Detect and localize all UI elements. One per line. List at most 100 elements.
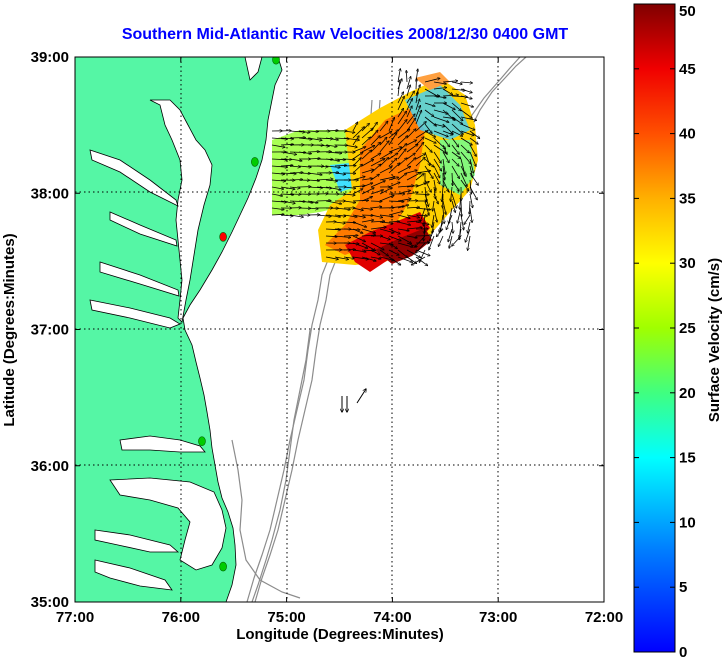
- colorbar-tick-label: 40: [679, 126, 696, 143]
- velocity-arrow: [397, 242, 413, 247]
- velocity-arrow: [415, 106, 420, 118]
- velocity-arrow: [469, 172, 478, 185]
- velocity-arrow: [397, 256, 412, 262]
- velocity-arrow: [451, 186, 452, 201]
- velocity-arrow: [460, 193, 461, 209]
- colorbar-tick-label: 45: [679, 61, 696, 78]
- velocity-arrow: [433, 123, 445, 127]
- velocity-arrow: [433, 81, 446, 84]
- velocity-arrow: [280, 200, 295, 203]
- velocity-arrow: [352, 136, 359, 146]
- velocity-arrow: [388, 182, 400, 188]
- velocity-arrow: [468, 221, 471, 233]
- velocity-arrow: [370, 242, 384, 250]
- velocity-arrow: [334, 256, 348, 259]
- velocity-arrow: [464, 214, 471, 224]
- velocity-arrow: [352, 207, 363, 210]
- velocity-arrow: [343, 131, 355, 133]
- velocity-arrow: [448, 228, 453, 242]
- velocity-arrow: [460, 172, 467, 186]
- colorbar-tick-label: 30: [679, 255, 696, 272]
- velocity-arrow: [420, 207, 426, 221]
- velocity-arrow: [388, 201, 404, 202]
- velocity-arrow: [415, 256, 428, 266]
- velocity-arrow: [352, 186, 365, 187]
- grid-lines: [75, 57, 604, 602]
- delaware-bay: [244, 57, 263, 81]
- velocity-arrow: [451, 116, 463, 124]
- velocity-arrow: [388, 133, 397, 146]
- velocity-arrow: [424, 200, 429, 215]
- velocity-arrow: [406, 140, 416, 146]
- velocity-arrow: [334, 215, 346, 216]
- velocity-arrow: [370, 256, 381, 259]
- radar-station: [272, 57, 280, 65]
- velocity-arrow: [325, 180, 337, 181]
- velocity-arrow: [406, 158, 416, 167]
- velocity-arrow: [271, 173, 285, 174]
- velocity-arrow: [352, 242, 368, 248]
- x-tick-label: 77:00: [56, 609, 94, 626]
- velocity-arrow: [361, 188, 374, 195]
- velocity-arrow: [316, 166, 328, 167]
- velocity-arrow: [271, 207, 284, 210]
- velocity-arrow: [388, 235, 401, 241]
- velocity-arrow: [457, 207, 462, 223]
- velocity-arrow: [451, 109, 463, 121]
- colorbar-tick-label: 20: [679, 385, 696, 402]
- velocity-arrow: [469, 158, 474, 173]
- velocity-arrow: [469, 144, 476, 156]
- velocity-arrow: [433, 144, 446, 153]
- velocity-arrow: [361, 256, 376, 261]
- radar-station: [198, 436, 206, 447]
- velocity-region-east-green: [440, 140, 475, 195]
- velocity-arrow: [307, 131, 318, 132]
- velocity-arrow: [370, 214, 383, 218]
- velocity-arrow: [397, 80, 400, 97]
- velocity-arrow: [379, 152, 392, 160]
- velocity-arrow: [298, 130, 310, 133]
- velocity-arrow: [460, 116, 477, 120]
- velocity-arrow: [352, 158, 361, 167]
- velocity-arrow: [352, 189, 363, 195]
- colorbar-label: Surface Velocity (cm/s): [706, 258, 723, 422]
- albemarle-sound: [119, 435, 206, 453]
- velocity-arrow: [325, 144, 337, 147]
- velocity-arrow: [379, 158, 389, 167]
- velocity-arrow: [397, 228, 409, 231]
- velocity-arrow: [469, 151, 476, 166]
- velocity-arrow: [397, 144, 407, 153]
- velocity-arrow: [361, 137, 371, 146]
- velocity-arrow: [334, 222, 345, 223]
- velocity-arrow: [460, 82, 472, 83]
- velocity-arrow: [388, 242, 397, 249]
- velocity-arrow: [460, 144, 469, 153]
- velocity-arrow: [415, 215, 428, 216]
- velocity-arrow: [379, 214, 393, 217]
- velocity-arrow: [406, 235, 417, 238]
- colorbar-tick-label: 50: [679, 3, 696, 20]
- velocity-arrow: [446, 214, 453, 230]
- velocity-region-ne-tip: [415, 72, 450, 90]
- velocity-arrow: [469, 200, 470, 214]
- radar-station: [219, 561, 227, 572]
- river-james: [89, 299, 181, 329]
- velocity-arrow: [307, 208, 318, 209]
- velocity-arrow: [343, 235, 358, 236]
- velocity-arrow: [468, 235, 471, 250]
- velocity-arrow: [352, 127, 364, 139]
- x-axis: 77:00 76:00 75:00 74:00 73:00 72:00: [56, 57, 623, 626]
- velocity-arrow: [429, 235, 435, 250]
- velocity-arrow: [316, 215, 331, 216]
- velocity-arrow: [415, 236, 432, 237]
- velocity-arrow: [460, 102, 473, 107]
- velocity-arrow: [352, 122, 358, 132]
- velocity-arrow: [397, 136, 408, 146]
- velocity-region-red: [345, 212, 430, 272]
- velocity-arrow: [289, 131, 305, 132]
- velocity-arrow: [442, 144, 447, 154]
- velocity-arrow: [280, 173, 296, 174]
- velocity-arrow: [370, 164, 381, 174]
- velocity-arrow: [433, 158, 442, 171]
- velocity-arrow: [370, 181, 385, 188]
